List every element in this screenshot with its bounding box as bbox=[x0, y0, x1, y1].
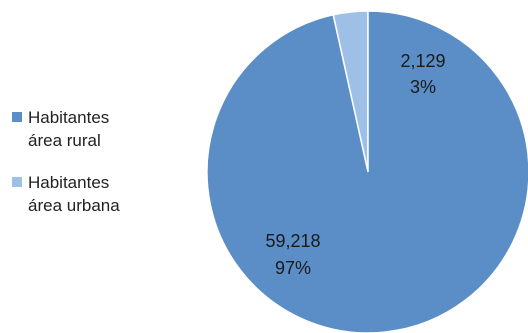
legend-label-rural: Habitantes área rural bbox=[28, 108, 110, 150]
pie-slices bbox=[206, 10, 528, 333]
legend-label-urban: Habitantes área urbana bbox=[28, 173, 120, 215]
legend-item-urban: Habitantes área urbana bbox=[12, 171, 140, 217]
legend-item-rural: Habitantes área rural bbox=[12, 106, 140, 152]
legend-swatch-urban bbox=[12, 177, 22, 187]
pie-labels: 2,129 3% 59,218 97% bbox=[265, 51, 445, 278]
legend: Habitantes área rural Habitantes área ur… bbox=[12, 106, 140, 236]
rural-value-label: 59,218 bbox=[265, 231, 320, 251]
urban-percent-label: 3% bbox=[410, 77, 436, 97]
rural-percent-label: 97% bbox=[275, 258, 311, 278]
pie-slice-rural bbox=[206, 10, 528, 333]
urban-value-label: 2,129 bbox=[400, 51, 445, 71]
legend-swatch-rural bbox=[12, 112, 22, 122]
